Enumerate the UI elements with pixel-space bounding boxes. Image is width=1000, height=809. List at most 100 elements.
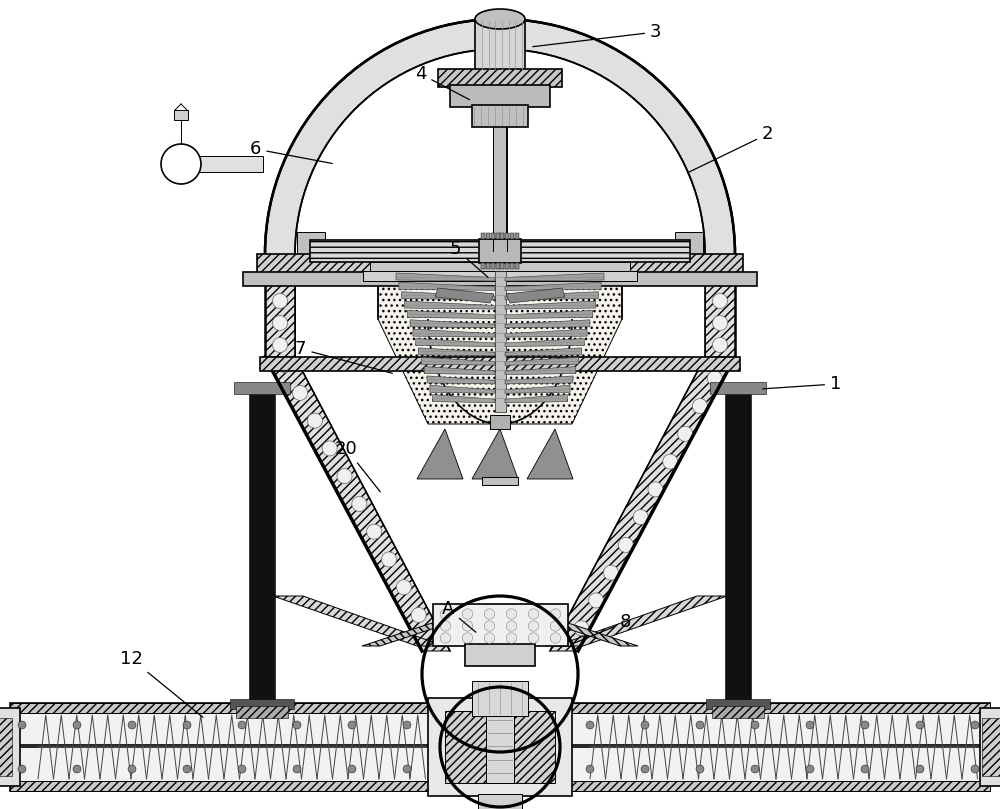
Polygon shape [417,429,463,479]
Polygon shape [556,596,727,646]
Polygon shape [399,282,495,290]
Circle shape [73,721,81,729]
Circle shape [337,468,352,484]
Circle shape [712,316,728,331]
Circle shape [641,765,649,773]
Circle shape [648,482,663,497]
Circle shape [663,454,678,469]
Polygon shape [505,282,601,290]
Bar [257,254,743,274]
Bar [234,382,290,394]
Text: A: A [442,600,476,632]
Circle shape [272,294,288,308]
Circle shape [18,721,26,729]
Text: 7: 7 [295,340,392,373]
Bar [515,233,519,239]
Circle shape [550,621,561,631]
Bar [505,233,509,239]
Bar [486,711,514,783]
Circle shape [692,399,707,413]
Circle shape [183,721,191,729]
Polygon shape [410,320,495,328]
Bar [0,708,20,786]
Text: 3: 3 [533,23,662,47]
Circle shape [128,721,136,729]
Bar [10,781,990,791]
Circle shape [806,765,814,773]
Bar [515,263,519,269]
Bar [465,644,535,666]
Circle shape [462,633,473,643]
Bar [10,703,990,713]
Ellipse shape [475,9,525,29]
Circle shape [367,524,382,540]
Circle shape [696,765,704,773]
Circle shape [604,565,619,580]
Bar [472,681,528,716]
Polygon shape [433,395,495,403]
Bar [445,711,555,783]
Polygon shape [505,395,567,403]
Circle shape [238,765,246,773]
Polygon shape [427,376,495,384]
Circle shape [586,765,594,773]
Circle shape [528,633,539,643]
Circle shape [971,721,979,729]
Circle shape [293,721,301,729]
Circle shape [618,537,633,553]
Bar [710,382,766,394]
Text: 12: 12 [120,650,203,718]
Bar [725,394,751,703]
Polygon shape [505,385,570,393]
Polygon shape [505,376,573,384]
Circle shape [272,272,288,286]
Circle shape [293,765,301,773]
Circle shape [528,621,539,631]
Circle shape [712,294,728,308]
Circle shape [861,765,869,773]
Polygon shape [362,623,450,646]
Circle shape [411,608,426,622]
Bar [505,263,509,269]
Circle shape [128,765,136,773]
Circle shape [506,633,517,643]
Bar [10,747,990,791]
Polygon shape [265,19,735,254]
Circle shape [574,621,589,636]
Polygon shape [505,292,598,299]
Bar [478,794,522,809]
Circle shape [633,510,648,524]
Text: 20: 20 [335,440,380,492]
Circle shape [462,621,473,631]
Circle shape [161,144,201,184]
Polygon shape [413,329,495,337]
Polygon shape [265,357,450,651]
Polygon shape [550,623,638,646]
Circle shape [971,765,979,773]
Bar [490,415,510,429]
Polygon shape [505,311,593,319]
Bar [297,232,325,270]
Bar [198,156,263,172]
Bar [493,69,506,251]
Text: 4: 4 [415,65,470,100]
Bar [494,271,506,412]
Circle shape [484,609,495,619]
Polygon shape [404,301,495,309]
Bar [675,232,703,270]
Text: 8: 8 [575,613,631,643]
Text: 1: 1 [763,375,841,393]
Circle shape [707,371,722,386]
Text: 5: 5 [450,240,488,277]
Bar [491,233,495,239]
Bar [500,233,504,239]
Circle shape [678,426,693,442]
Circle shape [396,580,411,595]
Polygon shape [505,329,587,337]
Circle shape [307,413,322,428]
Polygon shape [505,338,584,346]
Text: 2: 2 [687,125,774,173]
Bar [310,240,690,262]
Circle shape [272,316,288,331]
Bar [230,699,294,709]
